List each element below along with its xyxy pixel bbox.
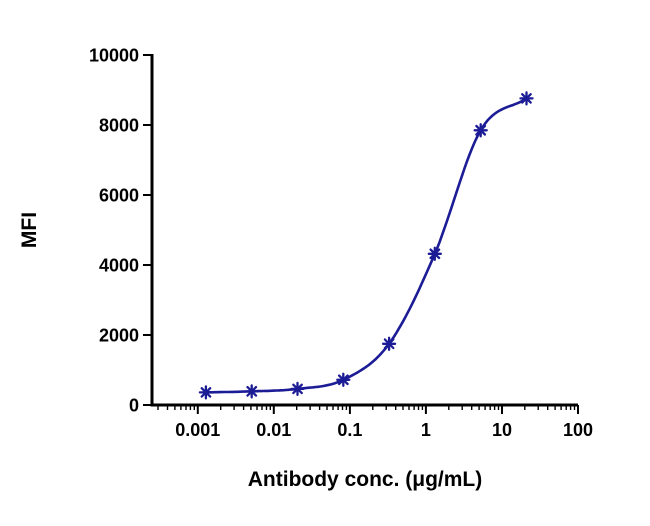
y-tick-label: 0 <box>129 396 139 416</box>
data-point <box>244 384 259 399</box>
data-point <box>473 123 488 138</box>
x-tick-label: 100 <box>563 420 593 440</box>
y-axis-label: MFI <box>18 212 41 248</box>
x-tick-label: 0.01 <box>256 420 291 440</box>
y-tick-label: 10000 <box>89 46 139 66</box>
data-point <box>381 336 397 351</box>
data-point <box>290 381 305 397</box>
y-tick-label: 8000 <box>99 116 139 136</box>
x-tick-label: 0.001 <box>175 420 220 440</box>
x-tick-label: 0.1 <box>337 420 362 440</box>
y-tick-label: 2000 <box>99 326 139 346</box>
y-tick-label: 4000 <box>99 256 139 276</box>
x-axis-label: Antibody conc. (μg/mL) <box>248 468 483 491</box>
y-tick-label: 6000 <box>99 186 139 206</box>
x-tick-label: 10 <box>492 420 512 440</box>
fit-curve <box>204 97 528 394</box>
data-point <box>198 385 214 400</box>
data-point <box>427 246 442 261</box>
data-point <box>519 91 534 106</box>
x-tick-label: 1 <box>421 420 431 440</box>
data-point <box>336 372 351 387</box>
